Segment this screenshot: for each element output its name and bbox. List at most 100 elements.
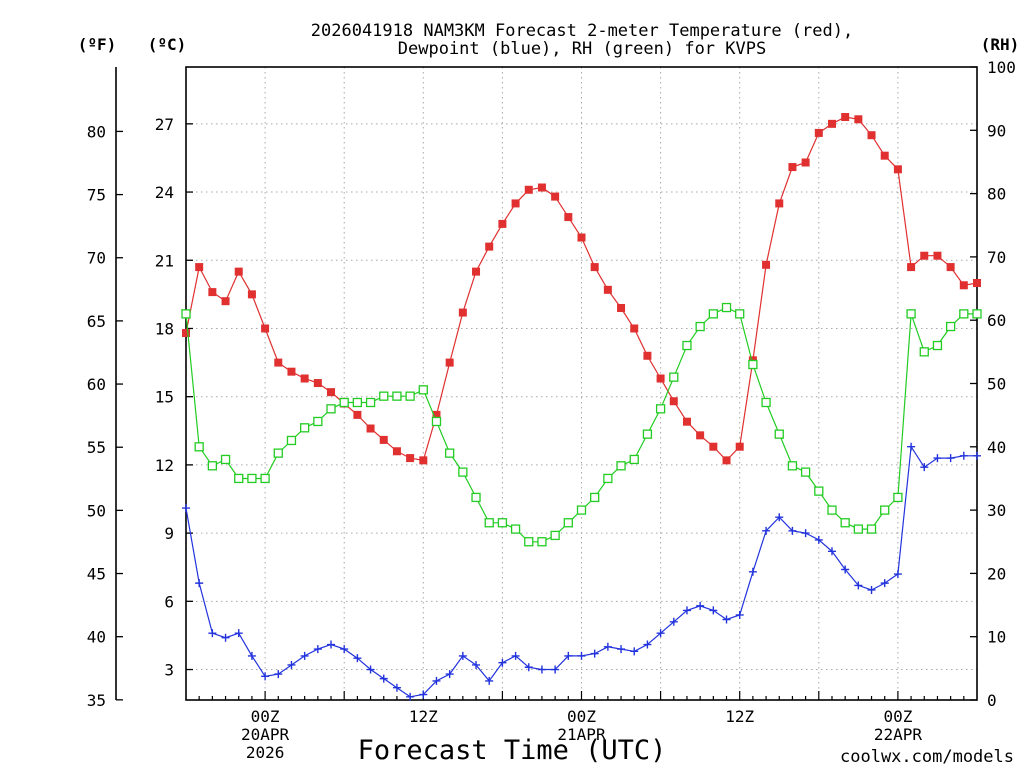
dewpoint-point-46 bbox=[788, 526, 797, 535]
temperature-point-32 bbox=[603, 285, 612, 294]
temperature-point-44 bbox=[762, 260, 771, 269]
rh-point-30 bbox=[576, 505, 587, 515]
dewpoint-point-22 bbox=[472, 660, 481, 669]
dewpoint-point-31 bbox=[590, 649, 599, 658]
dewpoint-point-41 bbox=[722, 615, 731, 624]
rh-point-44 bbox=[761, 397, 771, 408]
rh-tick-label-0: 0 bbox=[987, 691, 997, 710]
temperature-point-55 bbox=[907, 263, 916, 272]
rh-point-31 bbox=[590, 492, 600, 503]
temperature-point-27 bbox=[537, 183, 546, 192]
rh-point-33 bbox=[616, 461, 626, 471]
rh-point-35 bbox=[642, 429, 653, 439]
rh-point-56 bbox=[919, 347, 929, 357]
rh-tick-label-20: 20 bbox=[987, 564, 1006, 583]
temperature-point-51 bbox=[854, 115, 863, 124]
temperature-point-20 bbox=[445, 358, 454, 367]
temperature-point-35 bbox=[643, 351, 652, 360]
rh-point-21 bbox=[458, 467, 468, 477]
celsius-tick-label-9: 9 bbox=[164, 524, 174, 543]
dewpoint-point-57 bbox=[933, 454, 942, 463]
dewpoint-point-8 bbox=[287, 660, 296, 669]
rh-point-52 bbox=[866, 524, 877, 534]
dewpoint-point-54 bbox=[893, 570, 902, 579]
temperature-point-57 bbox=[933, 251, 942, 260]
rh-tick-label-70: 70 bbox=[987, 248, 1006, 267]
rh-point-32 bbox=[603, 473, 613, 484]
rh-point-41 bbox=[721, 302, 732, 313]
temperature-point-52 bbox=[867, 131, 876, 140]
chart-title-line2: Dewpoint (blue), RH (green) for KVPS bbox=[398, 39, 766, 59]
celsius-tick-label-24: 24 bbox=[155, 183, 174, 202]
rh-point-49 bbox=[827, 505, 837, 515]
rh-point-38 bbox=[682, 340, 692, 351]
rh-point-22 bbox=[471, 492, 481, 503]
dewpoint-point-21 bbox=[458, 651, 467, 660]
temperature-point-24 bbox=[498, 219, 507, 228]
rh-point-47 bbox=[800, 467, 811, 477]
rh-point-1 bbox=[194, 442, 204, 452]
rh-tick-label-80: 80 bbox=[987, 185, 1006, 204]
dewpoint-point-49 bbox=[827, 547, 836, 556]
rh-point-17 bbox=[405, 391, 415, 401]
rh-point-54 bbox=[893, 492, 903, 503]
rh-tick-label-50: 50 bbox=[987, 375, 1006, 394]
dewpoint-point-20 bbox=[445, 670, 454, 679]
temperature-point-1 bbox=[195, 263, 204, 272]
temperature-point-3 bbox=[221, 297, 230, 306]
temperature-point-41 bbox=[722, 456, 731, 465]
dewpoint-point-30 bbox=[577, 651, 586, 660]
temperature-point-54 bbox=[893, 165, 902, 174]
rh-point-25 bbox=[510, 524, 521, 534]
temperature-point-7 bbox=[274, 358, 283, 367]
temperature-point-33 bbox=[617, 304, 626, 313]
dewpoint-point-5 bbox=[247, 651, 256, 660]
rh-tick-label-40: 40 bbox=[987, 438, 1006, 457]
rh-point-3 bbox=[220, 454, 231, 465]
rh-point-27 bbox=[537, 537, 547, 547]
rh-point-29 bbox=[563, 518, 573, 528]
temperature-point-21 bbox=[458, 308, 467, 317]
dewpoint-point-37 bbox=[669, 617, 678, 626]
dewpoint-point-2 bbox=[208, 629, 217, 638]
rh-point-42 bbox=[735, 309, 745, 319]
temperature-point-13 bbox=[353, 410, 362, 419]
x-tick-label-54-0: 00Z bbox=[883, 707, 912, 726]
temperature-point-0 bbox=[182, 329, 190, 338]
temperature-point-17 bbox=[406, 454, 415, 463]
temperature-point-8 bbox=[287, 367, 296, 376]
dewpoint-point-25 bbox=[511, 651, 520, 660]
temperature-point-14 bbox=[366, 424, 375, 433]
dewpoint-point-42 bbox=[735, 610, 744, 619]
rh-point-46 bbox=[787, 461, 798, 471]
rh-point-48 bbox=[814, 486, 824, 496]
fahrenheit-tick-label-70: 70 bbox=[87, 249, 106, 268]
temperature-point-23 bbox=[485, 242, 494, 251]
rh-tick-label-30: 30 bbox=[987, 501, 1006, 520]
dewpoint-point-16 bbox=[392, 683, 401, 692]
rh-point-59 bbox=[959, 309, 969, 319]
tick-labels: 35 40 45 50 55 60 65 70 75 80 3 6 9 12 15 18 21 24 27 0 10 20… bbox=[87, 58, 1016, 762]
dewpoint-point-53 bbox=[880, 579, 889, 588]
rh-tick-label-10: 10 bbox=[987, 628, 1006, 647]
dewpoint-point-35 bbox=[643, 640, 652, 649]
temperature-point-45 bbox=[775, 199, 784, 208]
temperature-point-15 bbox=[379, 435, 388, 444]
dewpoint-point-36 bbox=[656, 629, 665, 638]
dewpoint-point-52 bbox=[867, 585, 876, 594]
dewpoint-point-14 bbox=[366, 665, 375, 674]
rh-point-45 bbox=[774, 429, 784, 439]
rh-point-15 bbox=[379, 391, 389, 401]
x-tick-label-42-0: 12Z bbox=[725, 707, 754, 726]
rh-point-12 bbox=[339, 397, 349, 408]
dewpoint-point-33 bbox=[617, 645, 626, 654]
dewpoint-point-40 bbox=[709, 606, 718, 615]
temperature-point-2 bbox=[208, 288, 217, 297]
rh-tick-label-90: 90 bbox=[987, 121, 1006, 140]
rh-point-60 bbox=[972, 309, 982, 319]
dewpoint-point-13 bbox=[353, 654, 362, 663]
rh-point-43 bbox=[748, 359, 758, 370]
rh-unit-label: (RH) bbox=[981, 35, 1020, 54]
celsius-tick-label-15: 15 bbox=[155, 388, 174, 407]
